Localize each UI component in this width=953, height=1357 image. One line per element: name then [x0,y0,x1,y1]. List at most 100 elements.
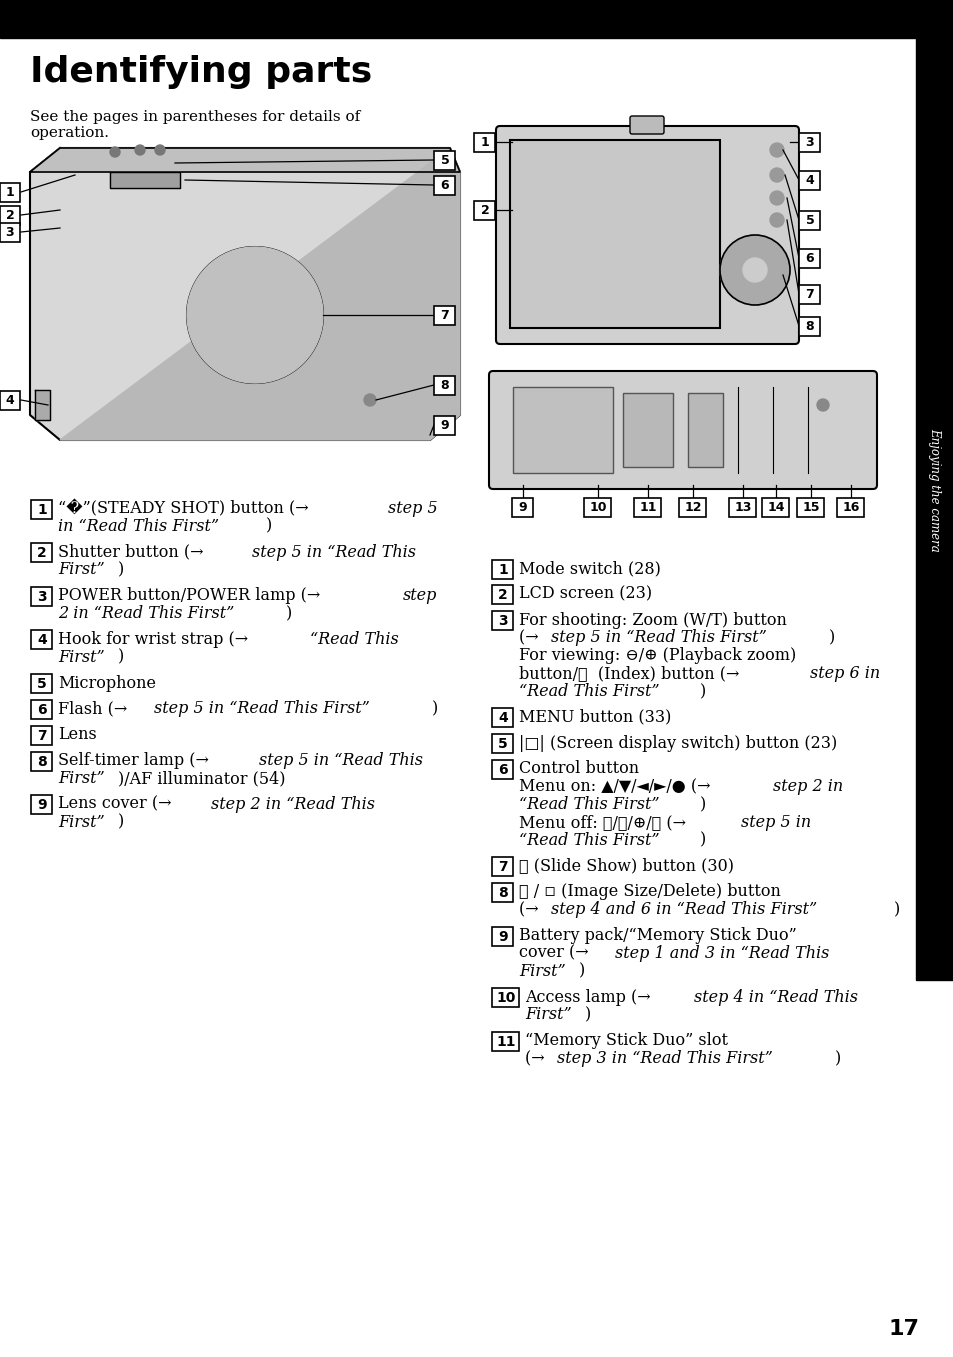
Text: ): ) [828,630,835,646]
Text: ): ) [432,700,438,718]
Text: “Read This First”: “Read This First” [518,683,659,700]
Text: “Read This First”: “Read This First” [518,797,659,813]
Text: Shutter button (→: Shutter button (→ [58,544,209,560]
FancyBboxPatch shape [496,126,799,345]
FancyBboxPatch shape [584,498,611,517]
FancyBboxPatch shape [31,543,52,562]
Text: 6: 6 [805,252,814,265]
FancyBboxPatch shape [31,700,52,719]
Text: “Read This: “Read This [310,631,398,647]
Text: 14: 14 [766,501,784,514]
Bar [513,387,613,474]
FancyBboxPatch shape [0,223,20,242]
Text: “Memory Stick Duo” slot: “Memory Stick Duo” slot [524,1033,727,1049]
Text: 3: 3 [37,590,47,604]
FancyBboxPatch shape [492,734,513,753]
Text: First”: First” [518,962,565,980]
FancyBboxPatch shape [0,391,20,410]
Text: ): ) [584,1007,591,1023]
FancyBboxPatch shape [837,498,863,517]
Text: Self-timer lamp (→: Self-timer lamp (→ [58,752,213,769]
Text: For viewing: ⊖/⊕ (Playback zoom): For viewing: ⊖/⊕ (Playback zoom) [518,647,796,665]
Polygon shape [110,172,180,189]
Text: 4: 4 [37,634,47,647]
FancyBboxPatch shape [434,415,455,434]
FancyBboxPatch shape [31,586,52,605]
Text: For shooting: Zoom (W/T) button: For shooting: Zoom (W/T) button [518,612,786,628]
Text: step 1 and 3 in “Read This: step 1 and 3 in “Read This [615,944,829,962]
Text: ): ) [700,832,706,848]
Text: step 3 in “Read This First”: step 3 in “Read This First” [557,1050,772,1067]
FancyBboxPatch shape [512,498,533,517]
Text: cover (→: cover (→ [518,944,593,962]
Text: step 5: step 5 [388,499,437,517]
Text: 10: 10 [496,991,516,1006]
Text: 12: 12 [683,501,701,514]
FancyBboxPatch shape [434,151,455,170]
Circle shape [135,145,145,155]
FancyBboxPatch shape [799,133,820,152]
Polygon shape [30,148,459,172]
Text: Lens: Lens [58,726,96,744]
FancyBboxPatch shape [474,133,495,152]
Text: 1: 1 [480,136,489,149]
FancyBboxPatch shape [799,316,820,335]
Text: 9: 9 [440,419,449,432]
Text: LCD screen (23): LCD screen (23) [518,586,652,603]
Bar [0,0,953,38]
Text: First”: First” [58,769,105,787]
FancyBboxPatch shape [492,988,519,1007]
FancyBboxPatch shape [492,585,513,604]
FancyBboxPatch shape [492,559,513,578]
FancyBboxPatch shape [434,175,455,194]
FancyBboxPatch shape [492,858,513,877]
FancyBboxPatch shape [31,752,52,771]
Text: )/AF illuminator (54): )/AF illuminator (54) [118,769,285,787]
Text: ): ) [285,605,292,622]
Text: Menu on: ▲/▼/◄/►/● (→: Menu on: ▲/▼/◄/►/● (→ [518,779,715,795]
Text: 11: 11 [639,501,656,514]
Text: 5: 5 [497,737,507,752]
Text: 6: 6 [440,179,449,191]
Text: Control button: Control button [518,760,639,778]
Text: Microphone: Microphone [58,674,156,692]
Text: 2: 2 [480,204,489,217]
Text: ): ) [118,562,124,578]
FancyBboxPatch shape [492,708,513,727]
Polygon shape [35,389,50,421]
FancyBboxPatch shape [31,674,52,693]
Bar [687,394,722,467]
Text: 3: 3 [497,615,507,628]
Circle shape [220,280,290,350]
FancyBboxPatch shape [31,726,52,745]
Text: 17: 17 [887,1319,919,1339]
FancyBboxPatch shape [799,210,820,229]
Text: 2: 2 [6,209,14,223]
Text: 8: 8 [37,754,47,768]
Text: First”: First” [524,1007,571,1023]
Text: Menu off: ⚡/☉/⊕/🌿 (→: Menu off: ⚡/☉/⊕/🌿 (→ [518,814,690,830]
Text: 1: 1 [6,186,14,199]
Text: 10: 10 [589,501,606,514]
Text: Enjoying the camera: Enjoying the camera [927,427,941,552]
Text: Hook for wrist strap (→: Hook for wrist strap (→ [58,631,253,647]
Text: 1: 1 [37,502,47,517]
Text: 2: 2 [497,589,507,603]
Text: Access lamp (→: Access lamp (→ [524,988,655,1006]
Text: step 2 in: step 2 in [772,779,841,795]
Circle shape [203,263,307,366]
Text: Mode switch (28): Mode switch (28) [518,560,660,577]
Text: 11: 11 [496,1034,516,1049]
Text: First”: First” [58,562,105,578]
Text: 5: 5 [440,153,449,167]
FancyBboxPatch shape [434,305,455,324]
Text: 8: 8 [497,886,507,900]
Circle shape [110,147,120,157]
Text: 3: 3 [6,227,14,239]
Text: “�”(STEADY SHOT) button (→: “�”(STEADY SHOT) button (→ [58,499,314,517]
Circle shape [364,394,375,406]
FancyBboxPatch shape [679,498,706,517]
Text: 6: 6 [37,703,47,716]
Polygon shape [30,148,459,440]
Text: ): ) [118,814,124,830]
